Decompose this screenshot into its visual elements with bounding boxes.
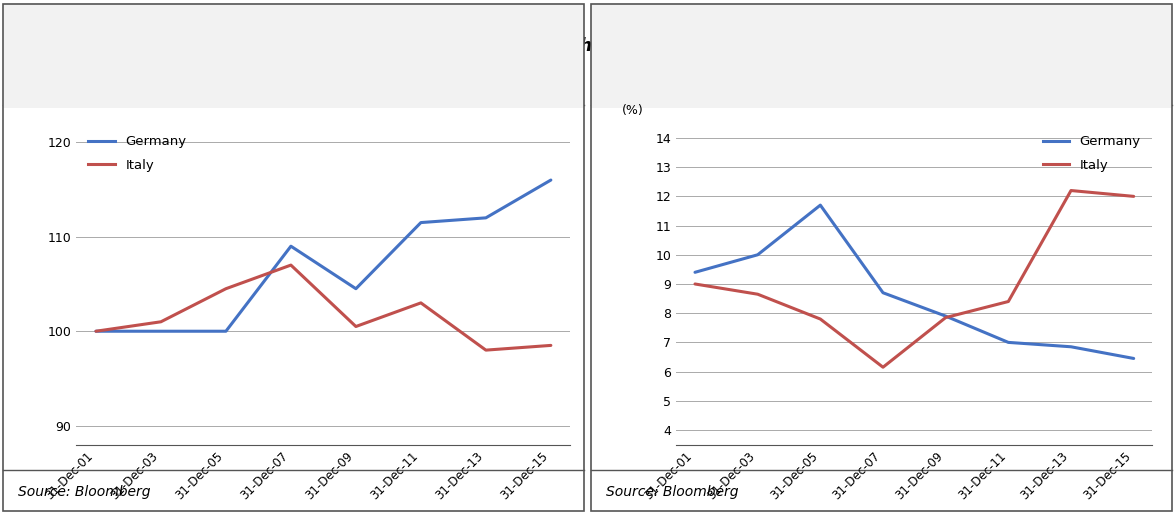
Legend: Germany, Italy: Germany, Italy (83, 130, 192, 177)
Text: Unemployment Rates (%): Unemployment Rates (%) (753, 76, 1011, 94)
FancyBboxPatch shape (592, 3, 1171, 108)
Text: Chart 1:: Chart 1: (215, 37, 294, 56)
Text: German v Italian GDP Growth: German v Italian GDP Growth (294, 37, 593, 56)
Legend: Germany, Italy: Germany, Italy (1037, 130, 1145, 177)
Text: (Cumulative, real, indexed to 100 in 2001): (Cumulative, real, indexed to 100 in 200… (132, 72, 456, 87)
FancyBboxPatch shape (2, 3, 583, 108)
Text: Source: Bloomberg: Source: Bloomberg (606, 485, 739, 500)
Text: Chart 2:: Chart 2: (803, 42, 882, 61)
Text: German v Italian: German v Italian (882, 42, 1050, 61)
Text: Source: Bloomberg: Source: Bloomberg (18, 485, 151, 500)
Text: (%): (%) (621, 104, 643, 117)
